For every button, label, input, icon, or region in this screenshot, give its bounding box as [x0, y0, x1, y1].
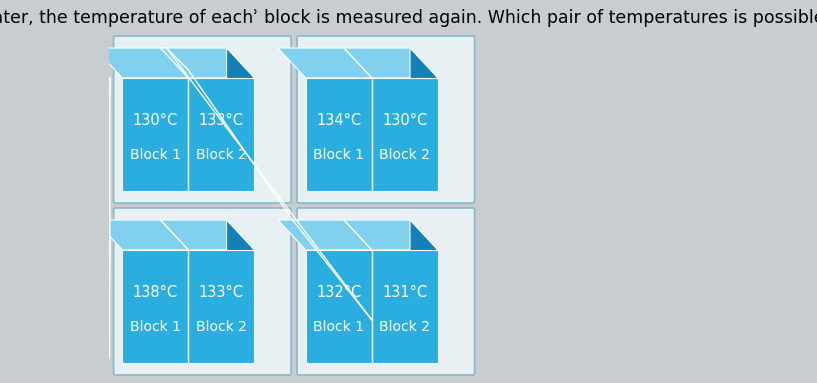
Text: 138°C: 138°C: [133, 285, 178, 300]
Polygon shape: [95, 48, 254, 78]
Text: Block 1: Block 1: [314, 320, 364, 334]
Text: 130°C: 130°C: [382, 113, 427, 128]
Text: 133°C: 133°C: [199, 113, 244, 128]
Polygon shape: [278, 48, 438, 78]
Text: Block 2: Block 2: [379, 320, 431, 334]
FancyBboxPatch shape: [306, 250, 438, 363]
Polygon shape: [410, 48, 438, 191]
Text: Block 1: Block 1: [130, 320, 181, 334]
FancyBboxPatch shape: [297, 36, 475, 203]
Text: Block 1: Block 1: [314, 148, 364, 162]
Text: Block 1: Block 1: [130, 148, 181, 162]
Polygon shape: [95, 220, 254, 250]
Text: Block 2: Block 2: [196, 148, 247, 162]
FancyBboxPatch shape: [123, 250, 254, 363]
Text: 130°C: 130°C: [133, 113, 178, 128]
Polygon shape: [410, 220, 438, 363]
Polygon shape: [278, 220, 438, 250]
FancyBboxPatch shape: [123, 78, 254, 191]
FancyBboxPatch shape: [114, 208, 291, 375]
FancyBboxPatch shape: [114, 36, 291, 203]
FancyBboxPatch shape: [297, 208, 475, 375]
Text: Block 2: Block 2: [196, 320, 247, 334]
Text: 134°C: 134°C: [316, 113, 361, 128]
Polygon shape: [226, 220, 254, 363]
Text: 131°C: 131°C: [382, 285, 427, 300]
Text: Block 2: Block 2: [379, 148, 431, 162]
Text: 132°C: 132°C: [316, 285, 361, 300]
Text: 133°C: 133°C: [199, 285, 244, 300]
FancyBboxPatch shape: [306, 78, 438, 191]
Text: Later, the temperature of eachʾ block is measured again. Which pair of temperatu: Later, the temperature of eachʾ block is…: [0, 9, 817, 27]
Polygon shape: [226, 48, 254, 191]
